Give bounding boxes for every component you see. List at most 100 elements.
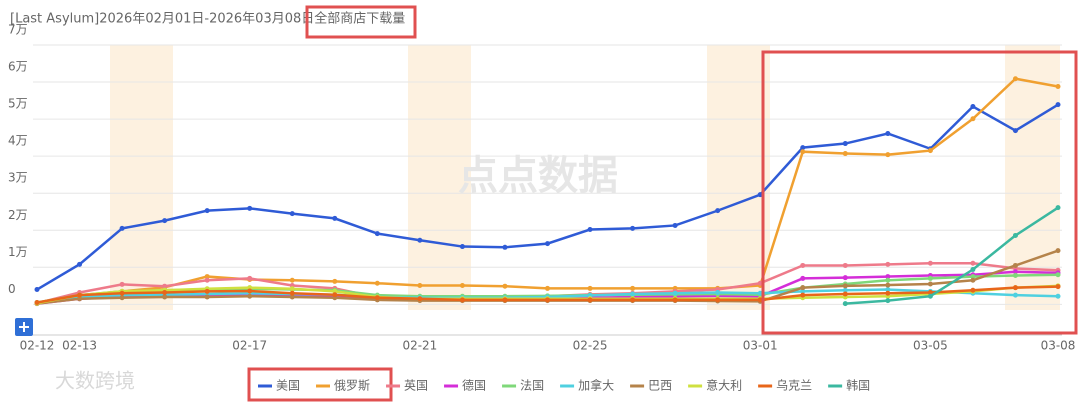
data-point — [885, 282, 891, 288]
data-point — [332, 278, 338, 284]
data-point — [119, 295, 125, 301]
series-line — [845, 206, 1059, 305]
legend-item: 意大利 — [688, 378, 742, 393]
data-point — [885, 131, 891, 137]
legend-item: 韩国 — [828, 378, 870, 393]
data-point — [842, 283, 848, 289]
data-point — [885, 287, 891, 293]
data-point — [247, 293, 253, 299]
data-point — [119, 281, 125, 287]
x-tick-label: 02-21 — [402, 339, 437, 353]
legend-label: 乌克兰 — [776, 378, 812, 393]
data-point — [927, 290, 933, 296]
y-tick-label: 2万 — [8, 208, 28, 222]
data-point — [885, 274, 891, 280]
legend-item: 德国 — [444, 378, 486, 393]
legend-item: 俄罗斯 — [316, 379, 370, 393]
data-point — [77, 292, 83, 298]
data-point — [927, 293, 933, 299]
data-point — [162, 294, 168, 300]
watermark: 大数跨境 — [55, 369, 135, 393]
data-point — [970, 274, 976, 280]
x-tick-label: 03-01 — [743, 339, 778, 353]
data-point — [800, 145, 806, 151]
highlight-box — [761, 50, 1078, 335]
data-point — [162, 283, 168, 289]
data-point — [374, 295, 380, 301]
y-tick-label: 3万 — [8, 171, 28, 185]
legend-item: 加拿大 — [560, 378, 614, 393]
data-point — [417, 296, 423, 302]
data-point — [800, 262, 806, 268]
data-point — [545, 297, 550, 303]
data-point — [1055, 83, 1061, 89]
data-point — [1012, 128, 1018, 134]
data-point — [459, 297, 465, 303]
chart-title: [Last Asylum]2026年02月01日-2026年03月08日全部商店… — [10, 11, 405, 27]
plot: 0 1万 2万 3万 4万 5万 6万 7万 02-12 02-13 02-17 02-21 02-25… — [8, 23, 1075, 353]
data-point — [587, 297, 593, 303]
data-point — [204, 274, 210, 280]
data-point — [247, 288, 253, 294]
data-point — [502, 244, 508, 250]
data-point — [842, 262, 848, 268]
y-tick-label: 5万 — [8, 97, 28, 111]
data-point — [1012, 262, 1018, 268]
data-point — [204, 277, 210, 283]
legend-label: 意大利 — [706, 378, 742, 393]
data-point — [587, 227, 593, 233]
add-icon — [19, 322, 29, 332]
data-point — [502, 297, 508, 303]
data-point — [289, 294, 295, 300]
legend-label: 加拿大 — [578, 378, 614, 393]
data-point — [1012, 272, 1018, 278]
data-point — [757, 290, 763, 296]
x-tick-label: 02-12 — [20, 339, 55, 353]
data-point — [204, 288, 210, 294]
data-point — [885, 261, 891, 267]
data-point — [927, 275, 933, 281]
data-point — [715, 290, 721, 296]
legend-item: 巴西 — [630, 379, 672, 393]
x-tick-label: 02-17 — [232, 339, 267, 353]
data-point — [289, 290, 295, 296]
data-point — [77, 296, 83, 302]
legend-label: 韩国 — [846, 378, 870, 393]
data-point — [1012, 285, 1018, 291]
legend-item: 英国 — [386, 379, 428, 393]
legend-item: 乌克兰 — [758, 378, 812, 393]
y-tick-label: 4万 — [8, 134, 28, 148]
x-tick-label: 02-13 — [62, 339, 97, 353]
data-point — [119, 225, 125, 231]
data-point — [332, 292, 338, 298]
data-point — [1055, 272, 1061, 278]
data-point — [715, 208, 721, 214]
legend-label: 法国 — [520, 379, 544, 393]
data-point — [1055, 293, 1061, 299]
data-point — [970, 260, 976, 266]
data-point — [374, 280, 380, 286]
data-point — [204, 208, 210, 214]
x-tick-label: 03-05 — [913, 339, 948, 353]
x-tick-label: 02-25 — [573, 339, 608, 353]
data-point — [970, 267, 976, 273]
data-point — [927, 148, 933, 154]
data-point — [927, 281, 933, 287]
data-point — [1055, 102, 1061, 108]
data-point — [1012, 232, 1018, 238]
data-point — [1055, 284, 1061, 290]
data-point — [374, 231, 380, 237]
legend-label: 英国 — [404, 379, 428, 393]
data-point — [630, 291, 636, 297]
data-point — [715, 297, 721, 303]
data-point — [545, 241, 550, 247]
data-point — [630, 285, 636, 291]
data-point — [34, 300, 40, 306]
legend-label: 俄罗斯 — [334, 379, 370, 393]
data-point — [757, 297, 763, 303]
data-point — [842, 291, 848, 297]
data-point — [1012, 269, 1018, 275]
highlight-box — [305, 5, 417, 39]
data-point — [162, 218, 168, 224]
data-point — [842, 301, 848, 307]
